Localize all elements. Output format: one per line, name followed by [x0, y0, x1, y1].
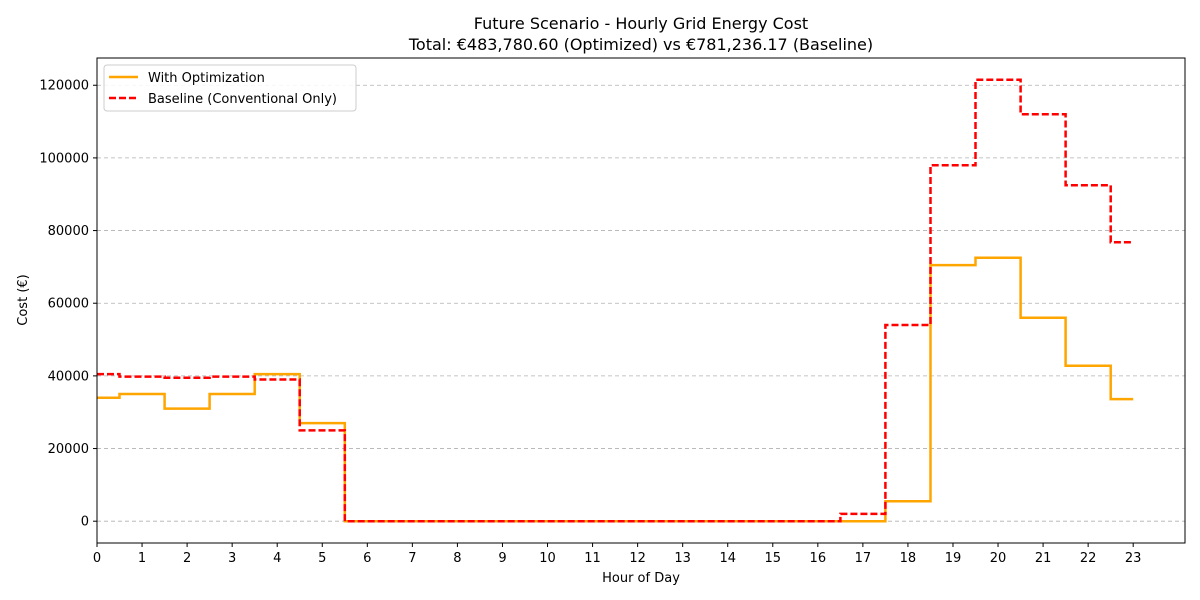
series-lines [97, 78, 1134, 523]
x-tick-label: 14 [719, 551, 736, 566]
x-tick-label: 11 [584, 551, 601, 566]
y-tick-label: 20000 [48, 442, 89, 457]
x-tick-label: 21 [1035, 551, 1052, 566]
x-tick-label: 17 [855, 551, 872, 566]
x-tick-label: 6 [363, 551, 371, 566]
y-axis-label: Cost (€) [16, 274, 31, 325]
y-tick-label: 100000 [39, 151, 89, 166]
y-tick-label: 80000 [48, 224, 89, 239]
x-tick-label: 23 [1125, 551, 1142, 566]
y-tick-label: 40000 [48, 369, 89, 384]
x-tick-label: 18 [900, 551, 917, 566]
x-tick-label: 10 [539, 551, 556, 566]
legend-box [103, 64, 357, 112]
x-tick-label: 20 [990, 551, 1007, 566]
x-tick-label: 12 [629, 551, 646, 566]
x-tick-label: 1 [138, 551, 146, 566]
chart-subtitle: Total: €483,780.60 (Optimized) vs €781,2… [408, 35, 873, 54]
x-tick-label: 3 [228, 551, 236, 566]
x-tick-label: 7 [408, 551, 416, 566]
legend-label-baseline: Baseline (Conventional Only) [148, 92, 337, 107]
y-tick-label: 120000 [39, 79, 89, 94]
x-tick-label: 15 [765, 551, 782, 566]
x-tick-label: 9 [498, 551, 506, 566]
x-tick-label: 8 [453, 551, 461, 566]
grid-lines [97, 84, 1185, 522]
y-tick-label: 60000 [48, 297, 89, 312]
chart-title: Future Scenario - Hourly Grid Energy Cos… [474, 14, 808, 33]
x-axis-label: Hour of Day [602, 571, 680, 586]
x-tick-label: 16 [810, 551, 827, 566]
x-tick-label: 13 [674, 551, 691, 566]
legend-label-optimized: With Optimization [148, 71, 265, 86]
y-axis-ticks: 0 20000 40000 60000 80000 100000 120000 [39, 79, 97, 530]
x-tick-label: 5 [318, 551, 326, 566]
legend: With Optimization Baseline (Conventional… [103, 64, 357, 112]
x-tick-label: 4 [273, 551, 281, 566]
plot-frame [96, 57, 1186, 544]
y-tick-label: 0 [81, 515, 89, 530]
x-tick-label: 22 [1080, 551, 1097, 566]
x-tick-label: 2 [183, 551, 191, 566]
x-tick-label: 0 [93, 551, 101, 566]
series-line-optimized [97, 256, 1134, 523]
x-axis-ticks: 0 1 2 3 4 5 6 7 8 9 10 11 12 13 14 15 16 17 18 19 20 21 22 23 [93, 543, 1142, 566]
series-line-baseline [97, 78, 1134, 523]
x-tick-label: 19 [945, 551, 962, 566]
